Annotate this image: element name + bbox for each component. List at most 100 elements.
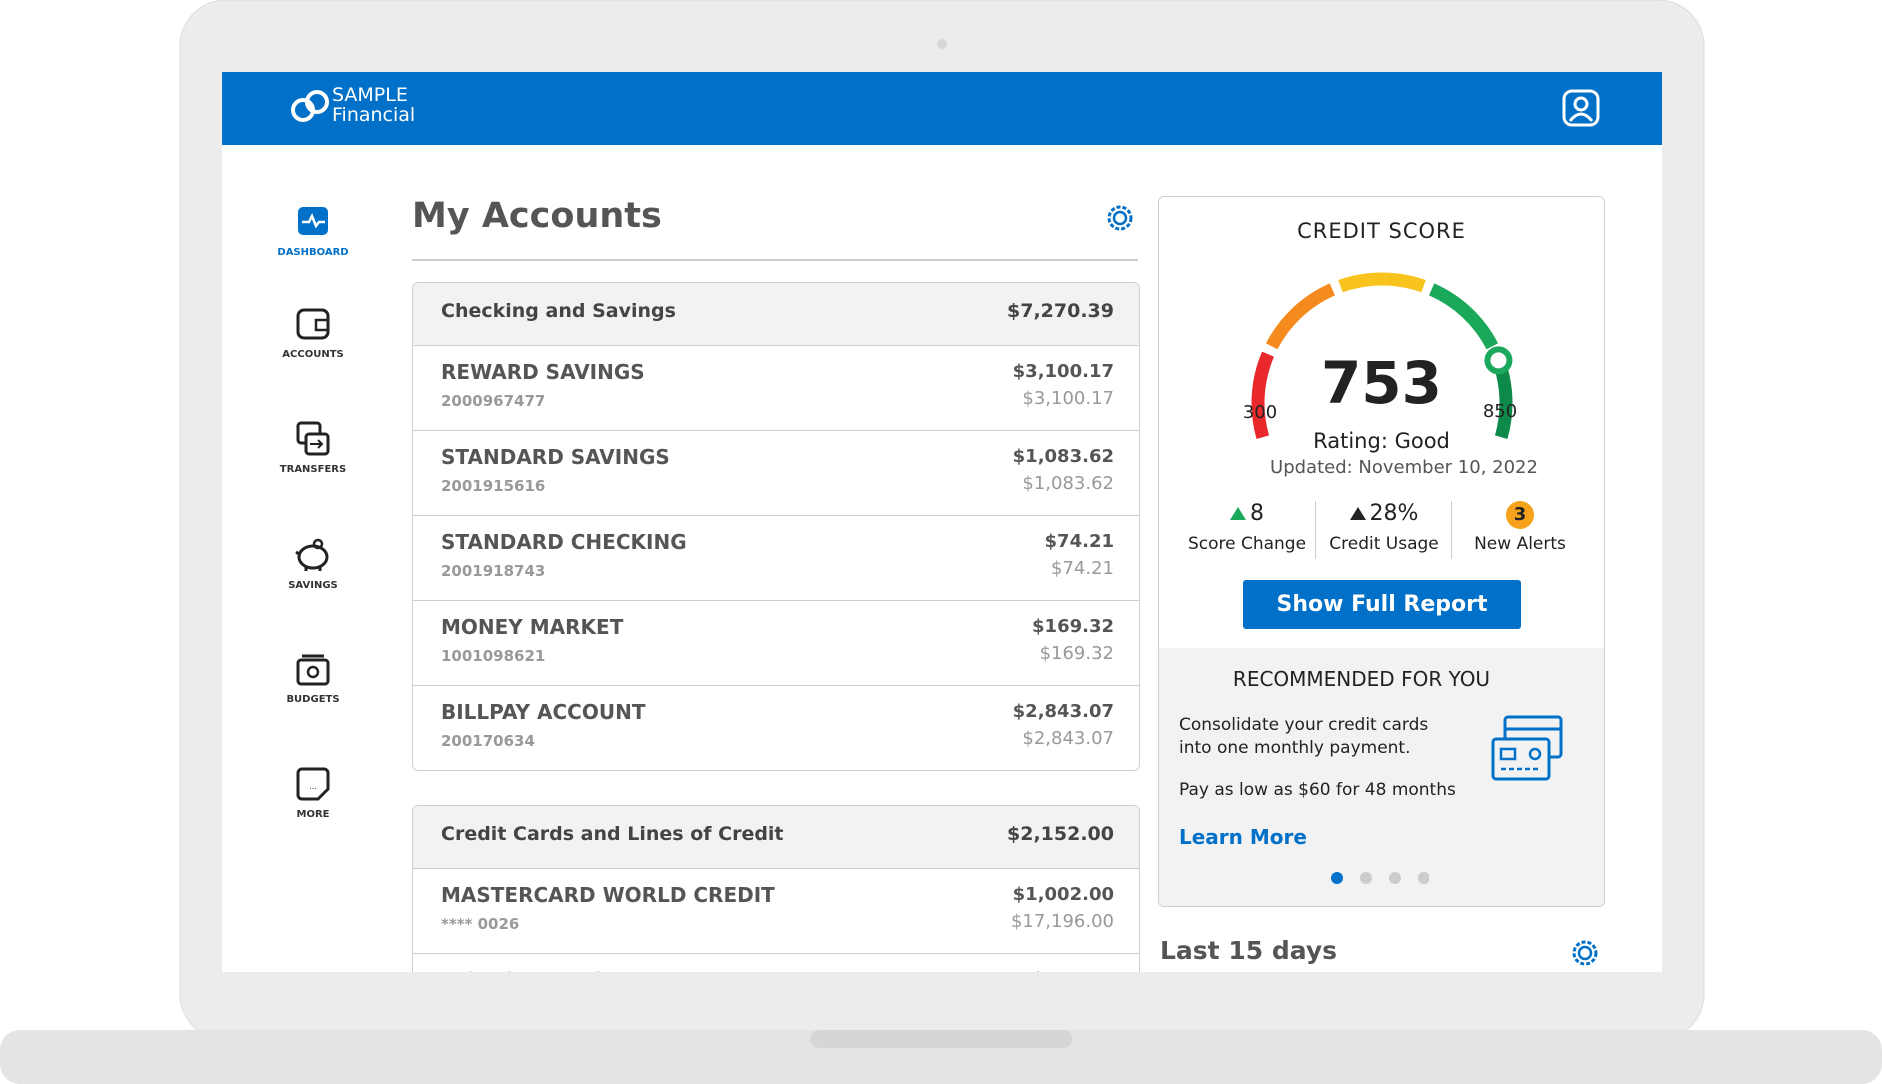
rec-line: Consolidate your credit cards	[1179, 715, 1429, 735]
rec-text: Consolidate your credit cards into one mo…	[1179, 714, 1428, 760]
account-row[interactable]: REWARD SAVINGS 2000967477 $3,100.17 $3,100.…	[413, 345, 1139, 431]
account-name: MASTERCARD WORLD CREDIT	[441, 883, 775, 907]
group-total: $2,152.00	[1007, 823, 1114, 845]
logo	[291, 90, 329, 122]
rec-line: into one monthly payment.	[1179, 738, 1411, 758]
account-name: BILLPAY ACCOUNT	[441, 700, 646, 724]
account-number: 2001915616	[441, 477, 546, 495]
stat-label: Credit Usage	[1329, 534, 1439, 554]
account-row[interactable]: STANDARD CHECKING 2001918743 $74.21 $74.21	[413, 515, 1139, 601]
rec-title: RECOMMENDED FOR YOU	[1232, 667, 1491, 691]
nav-icon[interactable]	[294, 305, 332, 343]
settings-button[interactable]	[1104, 202, 1136, 234]
rating: Rating: Good	[1313, 429, 1450, 453]
stat-number: 28%	[1369, 501, 1419, 526]
current-balance: $169.32	[1032, 616, 1114, 637]
nav-label[interactable]: DASHBOARD	[277, 247, 349, 258]
account-number: 2001918743	[441, 562, 546, 580]
stat-value: 3	[1452, 501, 1588, 529]
available-balance: $3,100.17	[1022, 388, 1114, 409]
gauge-segment	[1265, 283, 1336, 350]
updated: Updated: November 10, 2022	[1270, 457, 1538, 478]
available-balance: $1,083.62	[1022, 473, 1114, 494]
current-balance: $1,083.62	[1012, 446, 1114, 467]
group-header: Credit Cards and Lines of Credit $2,152.0…	[413, 806, 1139, 868]
account-group: Credit Cards and Lines of Credit $2,152.0…	[412, 805, 1140, 972]
account-row[interactable]: VISA CREDIT CARD**** 4321$500.00$500.00	[413, 953, 1139, 972]
stat-number: 3	[1506, 501, 1534, 529]
account-row[interactable]: MONEY MARKET 1001098621 $169.32 $169.32	[413, 600, 1139, 686]
available-balance: $74.21	[1051, 558, 1114, 579]
account-number: **** 0026	[441, 915, 520, 933]
screen: SAMPLE Financial DASHBOARD ACCOUNTS TRANSFE…	[222, 72, 1662, 972]
gauge	[1251, 272, 1513, 439]
account-name: VISA CREDIT CARD	[441, 968, 651, 972]
brand: SAMPLE Financial	[332, 85, 415, 125]
stat: 3 New Alerts	[1451, 501, 1588, 559]
stat-value: 28%	[1316, 501, 1452, 526]
brand-line: SAMPLE	[332, 84, 408, 106]
report-button[interactable]: Show Full Report	[1243, 580, 1521, 629]
gauge-min: 300	[1242, 402, 1278, 423]
credit-score-card: CREDIT SCORE 753 300 850 Rating: Good Up…	[1158, 196, 1605, 907]
header: SAMPLE Financial	[222, 72, 1662, 145]
stat-value: 8	[1179, 501, 1315, 526]
settings-button[interactable]	[1569, 937, 1601, 969]
divider	[412, 259, 1138, 261]
group-name: Credit Cards and Lines of Credit	[441, 823, 784, 845]
carousel-dots[interactable]	[1329, 870, 1429, 886]
group-total: $7,270.39	[1007, 300, 1114, 322]
gauge-segment	[1251, 351, 1275, 439]
nav-label[interactable]: ACCOUNTS	[282, 349, 344, 360]
nav-label[interactable]: BUDGETS	[286, 694, 340, 705]
up-arrow	[1349, 507, 1366, 520]
account-name: REWARD SAVINGS	[441, 360, 645, 384]
account-number: 2000967477	[441, 392, 546, 410]
group-name: Checking and Savings	[441, 300, 676, 322]
score-marker	[1484, 346, 1513, 375]
gauge-segment	[1428, 283, 1499, 350]
account-row[interactable]: MASTERCARD WORLD CREDIT **** 0026 $1,002.0…	[413, 868, 1139, 954]
stat: 8 Score Change	[1179, 501, 1315, 559]
available-balance: $169.32	[1039, 643, 1114, 664]
available-balance: $17,196.00	[1010, 911, 1114, 932]
stat-label: Score Change	[1187, 534, 1307, 554]
account-name: MONEY MARKET	[441, 615, 624, 639]
account-number: 1001098621	[441, 647, 546, 665]
current-balance: $1,002.00	[1012, 884, 1114, 905]
available-balance: $2,843.07	[1022, 728, 1114, 749]
learn-more[interactable]: Learn More	[1179, 825, 1307, 849]
nav-label[interactable]: MORE	[296, 809, 330, 820]
profile-button[interactable]	[1562, 89, 1602, 129]
nav-icon[interactable]	[294, 650, 332, 688]
gauge-segment	[1338, 272, 1426, 293]
recommended: RECOMMENDED FOR YOU Consolidate your cre…	[1159, 648, 1604, 906]
account-number: 200170634	[441, 732, 535, 750]
rec-offer: Pay as low as $60 for 48 months	[1179, 780, 1456, 800]
account-row[interactable]: BILLPAY ACCOUNT 200170634 $2,843.07 $2,843.…	[413, 685, 1139, 770]
card-icon	[1491, 715, 1563, 781]
account-name: STANDARD CHECKING	[441, 530, 687, 554]
group-header: Checking and Savings $7,270.39	[413, 283, 1139, 345]
account-name: STANDARD SAVINGS	[441, 445, 670, 469]
gauge-max: 850	[1482, 401, 1518, 422]
account-group: Checking and Savings $7,270.39 REWARD SAVI…	[412, 282, 1140, 771]
brand-line: Financial	[332, 104, 416, 126]
nav-label[interactable]: TRANSFERS	[279, 464, 347, 475]
nav-label[interactable]: SAVINGS	[288, 580, 338, 591]
card-title: CREDIT SCORE	[1297, 219, 1466, 243]
stat-number: 8	[1250, 501, 1264, 526]
nav-icon[interactable]	[294, 420, 332, 458]
stat-label: New Alerts	[1474, 534, 1566, 554]
account-row[interactable]: STANDARD SAVINGS 2001915616 $1,083.62 $1,08…	[413, 430, 1139, 516]
current-balance: $74.21	[1044, 531, 1114, 552]
nav-icon[interactable]	[294, 536, 332, 574]
current-balance: $500.00	[1032, 969, 1114, 972]
svg-text:...: ...	[309, 782, 317, 791]
nav-icon[interactable]	[294, 203, 332, 241]
section-title: Last 15 days	[1160, 936, 1338, 965]
current-balance: $2,843.07	[1012, 701, 1114, 722]
nav-icon[interactable]: ...	[294, 765, 332, 803]
stat: 28% Credit Usage	[1315, 501, 1452, 559]
